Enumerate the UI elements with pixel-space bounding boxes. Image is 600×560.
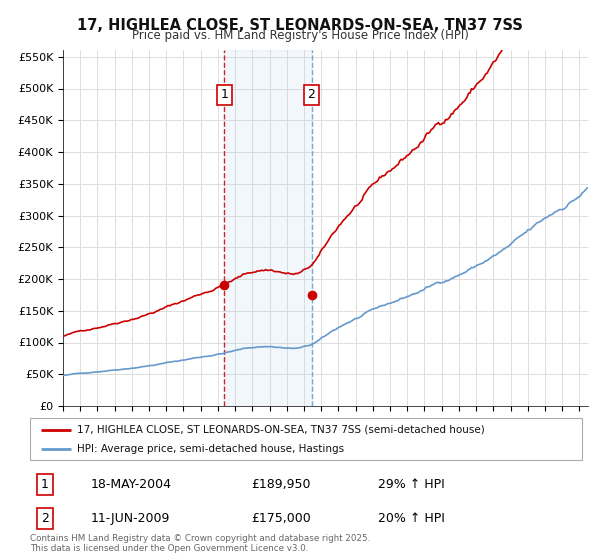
Text: 2: 2 bbox=[41, 512, 49, 525]
Text: 17, HIGHLEA CLOSE, ST LEONARDS-ON-SEA, TN37 7SS: 17, HIGHLEA CLOSE, ST LEONARDS-ON-SEA, T… bbox=[77, 18, 523, 33]
Text: 2: 2 bbox=[308, 88, 316, 101]
Text: £189,950: £189,950 bbox=[251, 478, 310, 491]
Text: £175,000: £175,000 bbox=[251, 512, 311, 525]
Text: 20% ↑ HPI: 20% ↑ HPI bbox=[378, 512, 445, 525]
Text: Price paid vs. HM Land Registry's House Price Index (HPI): Price paid vs. HM Land Registry's House … bbox=[131, 29, 469, 42]
Text: HPI: Average price, semi-detached house, Hastings: HPI: Average price, semi-detached house,… bbox=[77, 444, 344, 454]
Bar bbox=[224, 50, 311, 406]
Text: 1: 1 bbox=[41, 478, 49, 491]
Text: 1: 1 bbox=[220, 88, 228, 101]
FancyBboxPatch shape bbox=[30, 418, 582, 460]
Text: 18-MAY-2004: 18-MAY-2004 bbox=[91, 478, 172, 491]
Text: 17, HIGHLEA CLOSE, ST LEONARDS-ON-SEA, TN37 7SS (semi-detached house): 17, HIGHLEA CLOSE, ST LEONARDS-ON-SEA, T… bbox=[77, 424, 485, 435]
Text: Contains HM Land Registry data © Crown copyright and database right 2025.
This d: Contains HM Land Registry data © Crown c… bbox=[30, 534, 370, 553]
Text: 11-JUN-2009: 11-JUN-2009 bbox=[91, 512, 170, 525]
Text: 29% ↑ HPI: 29% ↑ HPI bbox=[378, 478, 445, 491]
